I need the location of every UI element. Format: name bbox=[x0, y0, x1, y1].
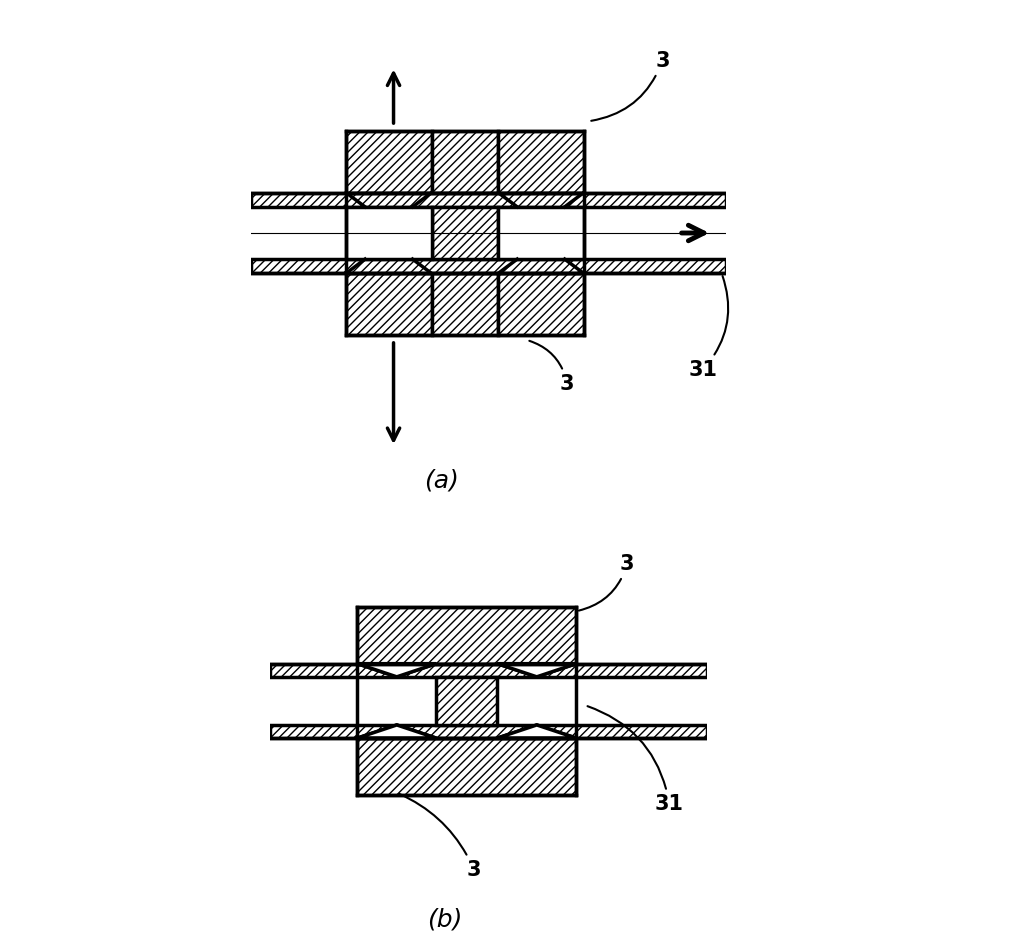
Text: (a): (a) bbox=[423, 468, 458, 493]
Bar bbox=[498, 207, 583, 260]
Polygon shape bbox=[432, 274, 498, 336]
Polygon shape bbox=[357, 725, 436, 738]
Text: 3: 3 bbox=[529, 340, 574, 394]
Polygon shape bbox=[498, 131, 583, 192]
Text: (b): (b) bbox=[428, 907, 462, 932]
Text: 31: 31 bbox=[688, 276, 728, 379]
Polygon shape bbox=[357, 725, 436, 738]
Polygon shape bbox=[436, 677, 498, 725]
Polygon shape bbox=[432, 131, 498, 192]
Polygon shape bbox=[270, 664, 708, 677]
Polygon shape bbox=[498, 664, 576, 677]
Polygon shape bbox=[498, 664, 576, 677]
Text: 3: 3 bbox=[399, 794, 482, 880]
Polygon shape bbox=[357, 738, 576, 795]
Polygon shape bbox=[498, 274, 583, 336]
Polygon shape bbox=[250, 260, 727, 274]
Polygon shape bbox=[498, 725, 576, 738]
Text: 3: 3 bbox=[579, 553, 634, 611]
Polygon shape bbox=[270, 725, 708, 738]
Polygon shape bbox=[357, 607, 576, 664]
Polygon shape bbox=[498, 725, 576, 738]
Polygon shape bbox=[346, 274, 432, 336]
Text: 31: 31 bbox=[587, 707, 684, 814]
Polygon shape bbox=[357, 664, 436, 677]
Polygon shape bbox=[346, 131, 432, 192]
Polygon shape bbox=[432, 207, 498, 260]
Polygon shape bbox=[250, 192, 727, 207]
Text: 3: 3 bbox=[591, 50, 670, 121]
Polygon shape bbox=[357, 664, 436, 677]
Bar bbox=[346, 207, 432, 260]
